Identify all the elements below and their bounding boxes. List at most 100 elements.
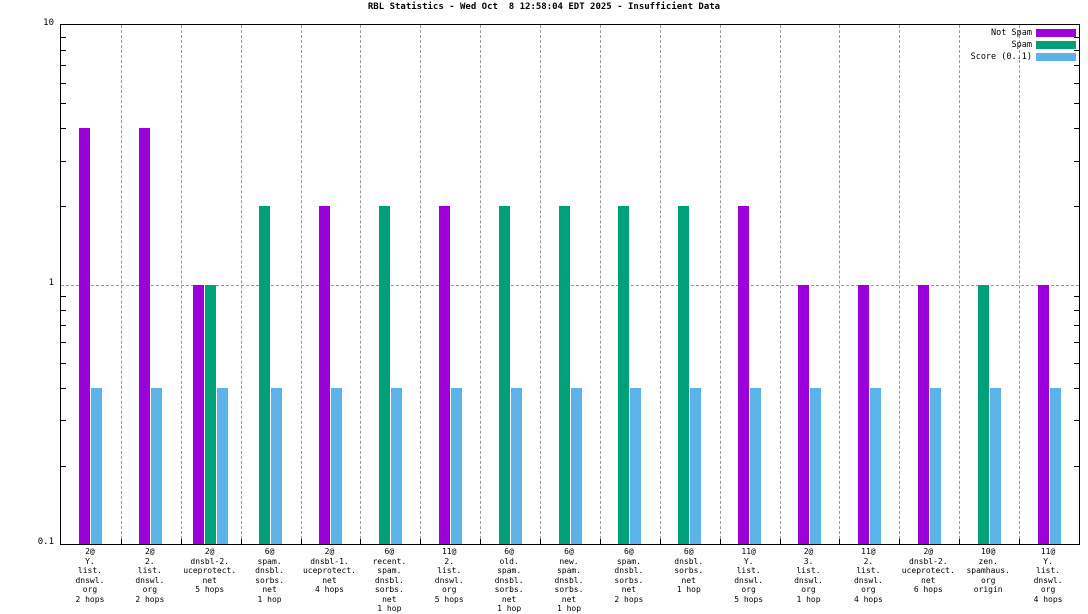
- bar: [510, 387, 522, 544]
- y-axis-label: 10: [43, 18, 54, 28]
- x-axis-tick: [180, 539, 182, 545]
- x-axis-tick: [779, 539, 781, 545]
- bar: [91, 387, 103, 544]
- gridline-vertical: [360, 25, 362, 544]
- x-axis-tick: [420, 539, 422, 545]
- y-axis-label: 1: [48, 277, 54, 288]
- bar: [390, 387, 402, 544]
- y-axis-minor-tick: [60, 296, 66, 298]
- x-axis-tick: [300, 539, 302, 545]
- bar: [318, 206, 330, 544]
- x-axis-labels: 2@ Y. list. dnswl. org 2 hops 2@ 2. list.…: [60, 547, 1078, 613]
- bar: [977, 284, 989, 544]
- x-axis-label: 2@ dnsbl-1. uceprotect. net 4 hops: [302, 547, 356, 594]
- bar: [798, 284, 810, 544]
- gridline-vertical: [719, 25, 721, 544]
- gridline-vertical: [540, 25, 542, 544]
- gridline-vertical: [1019, 25, 1021, 544]
- x-axis-label: 11@ Y. list. dnswl. org 5 hops: [734, 547, 764, 604]
- bar: [738, 206, 750, 544]
- x-axis-label: 6@ old. spam. dnsbl. sorbs. net 1 hop: [494, 547, 524, 613]
- gridline-horizontal: [61, 284, 1079, 286]
- y-axis-minor-tick: [60, 342, 66, 344]
- y-axis-minor-tick: [60, 103, 66, 105]
- bar: [79, 128, 91, 544]
- gridline-vertical: [480, 25, 482, 544]
- x-axis-label: 2@ dnsbl-2. uceprotect. net 5 hops: [183, 547, 237, 594]
- bar: [139, 128, 151, 544]
- y-axis-minor-tick: [1074, 103, 1080, 105]
- x-axis-label: 6@ dnsbl. sorbs. net 1 hop: [674, 547, 704, 594]
- x-axis-label: 10@ zen. spamhaus. org origin: [966, 547, 1010, 594]
- x-axis-tick: [1019, 539, 1021, 545]
- y-axis-minor-tick: [60, 50, 66, 52]
- bar: [630, 387, 642, 544]
- y-axis-minor-tick: [60, 36, 66, 38]
- y-axis-minor-tick: [1074, 465, 1080, 467]
- bar: [330, 387, 342, 544]
- x-axis-label: 11@ 2. list. dnswl. org 5 hops: [434, 547, 464, 604]
- y-axis-minor-tick: [60, 82, 66, 84]
- x-axis-tick: [240, 539, 242, 545]
- bar: [151, 387, 163, 544]
- y-axis-minor-tick: [1074, 36, 1080, 38]
- gridline-vertical: [959, 25, 961, 544]
- bar: [857, 284, 869, 544]
- plot-area: [60, 24, 1080, 545]
- x-axis-label: 11@ Y. list. dnswl. org 4 hops: [1033, 547, 1063, 604]
- y-axis-minor-tick: [1074, 206, 1080, 208]
- y-axis-minor-tick: [60, 309, 66, 311]
- y-axis-minor-tick: [1074, 82, 1080, 84]
- gridline-vertical: [420, 25, 422, 544]
- y-axis-minor-tick: [1074, 309, 1080, 311]
- y-axis-minor-tick: [1074, 324, 1080, 326]
- x-axis-label: 2@ Y. list. dnswl. org 2 hops: [75, 547, 105, 604]
- legend-item: Not Spam: [950, 27, 1076, 38]
- y-axis-minor-tick: [60, 65, 66, 67]
- legend-item: Score (0..1): [950, 51, 1076, 62]
- gridline-vertical: [839, 25, 841, 544]
- x-axis-label: 2@ 2. list. dnswl. org 2 hops: [135, 547, 165, 604]
- legend-swatch: [1036, 52, 1076, 61]
- x-axis-label: 6@ spam. dnsbl. sorbs. net 2 hops: [614, 547, 644, 604]
- bar: [378, 206, 390, 544]
- bar: [438, 206, 450, 544]
- bar: [217, 387, 229, 544]
- legend-swatch: [1036, 40, 1076, 49]
- y-axis-minor-tick: [60, 362, 66, 364]
- x-axis-label: 6@ new. spam. dnsbl. sorbs. net 1 hop: [554, 547, 584, 613]
- y-axis-minor-tick: [1074, 420, 1080, 422]
- gridline-vertical: [300, 25, 302, 544]
- x-axis-label: 6@ spam. dnsbl. sorbs. net 1 hop: [255, 547, 285, 604]
- y-axis-minor-tick: [1074, 65, 1080, 67]
- bar: [618, 206, 630, 544]
- x-axis-label: 2@ 3. list. dnswl. org 1 hop: [794, 547, 823, 604]
- bar: [450, 387, 462, 544]
- x-axis-label: 11@ 2. list. dnswl. org 4 hops: [853, 547, 883, 604]
- x-axis-tick: [719, 539, 721, 545]
- gridline-vertical: [599, 25, 601, 544]
- bar: [271, 387, 283, 544]
- gridline-vertical: [240, 25, 242, 544]
- bar: [570, 387, 582, 544]
- bar: [690, 387, 702, 544]
- bar: [205, 284, 217, 544]
- x-axis-label: 2@ dnsbl-2. uceprotect. net 6 hops: [901, 547, 955, 594]
- y-axis-label: 0.1: [37, 537, 54, 547]
- y-axis-minor-tick: [60, 387, 66, 389]
- bar: [750, 387, 762, 544]
- chart-legend: Not Spam Spam Score (0..1): [950, 27, 1076, 63]
- x-axis-tick: [839, 539, 841, 545]
- bar: [498, 206, 510, 544]
- legend-label: Score (0..1): [970, 51, 1032, 62]
- y-axis-minor-tick: [60, 206, 66, 208]
- gridline-vertical: [120, 25, 122, 544]
- x-axis-tick: [599, 539, 601, 545]
- y-axis-minor-tick: [60, 324, 66, 326]
- x-axis-tick: [480, 539, 482, 545]
- y-axis-minor-tick: [1074, 160, 1080, 162]
- bar: [869, 387, 881, 544]
- bar: [810, 387, 822, 544]
